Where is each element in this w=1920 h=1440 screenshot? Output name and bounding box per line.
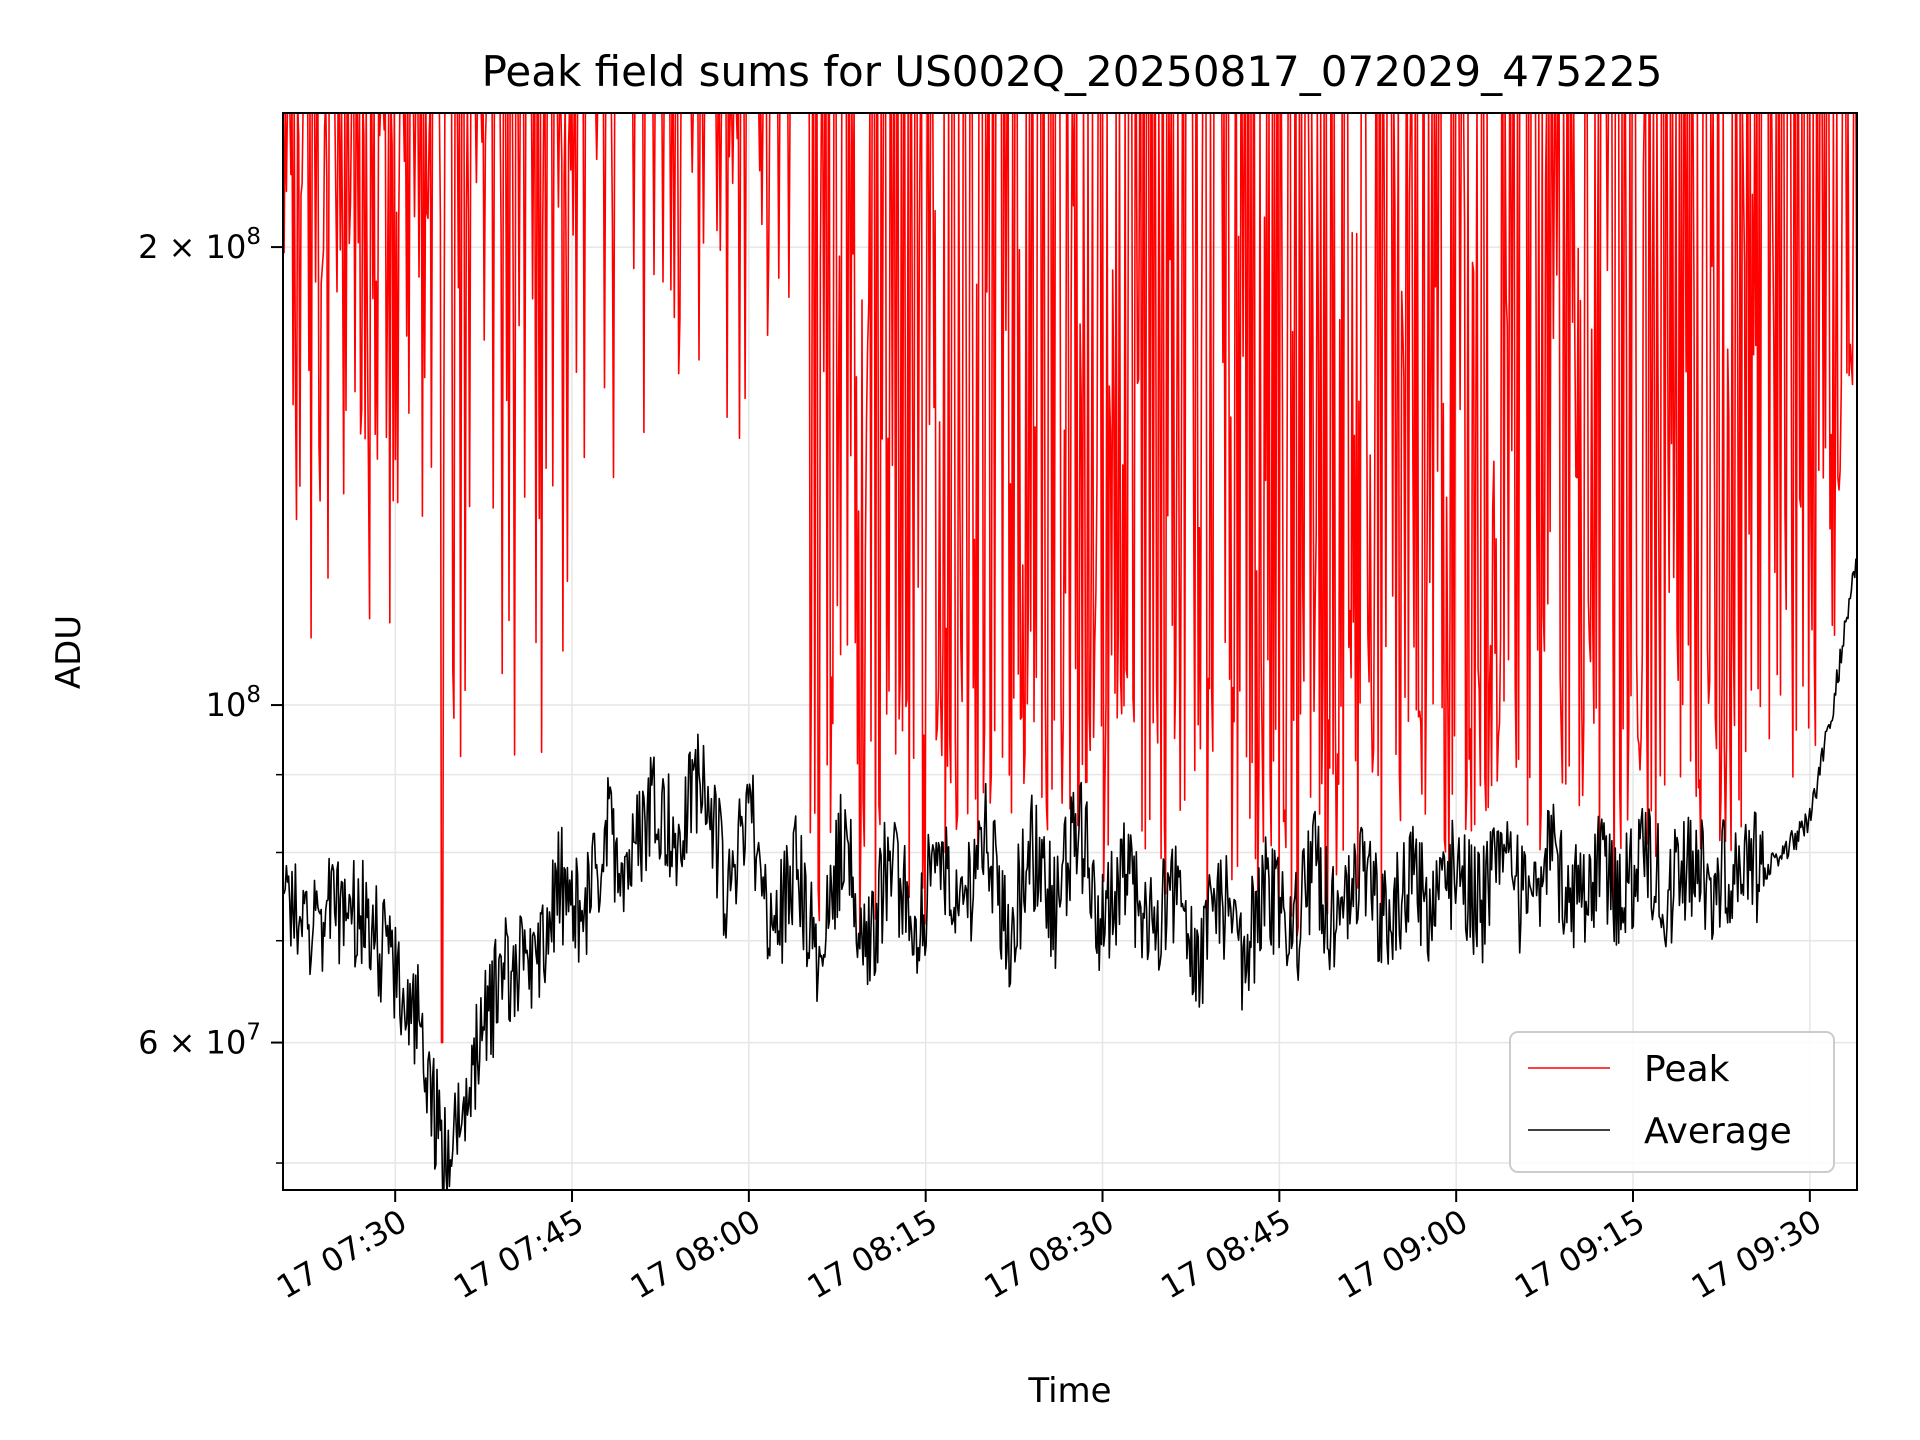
y-axis: 2 × 108 108 6 × 107	[138, 224, 283, 1164]
y-tick-label: 108	[206, 682, 261, 724]
plot-frame	[282, 112, 1858, 1191]
x-axis-title: Time	[1027, 1371, 1111, 1411]
series-line-peak	[283, 113, 1857, 1044]
legend: Peak Average	[1509, 1031, 1835, 1173]
legend-label-peak: Peak	[1644, 1049, 1730, 1090]
series-line-average	[283, 558, 1857, 1190]
y-tick-label: 2 × 108	[138, 224, 261, 266]
chart-title: Peak field sums for US002Q_20250817_0720…	[482, 47, 1663, 96]
legend-box	[1509, 1031, 1835, 1173]
legend-label-average: Average	[1644, 1111, 1792, 1152]
y-axis-title: ADU	[49, 615, 89, 689]
y-tick-label: 6 × 107	[138, 1020, 261, 1062]
